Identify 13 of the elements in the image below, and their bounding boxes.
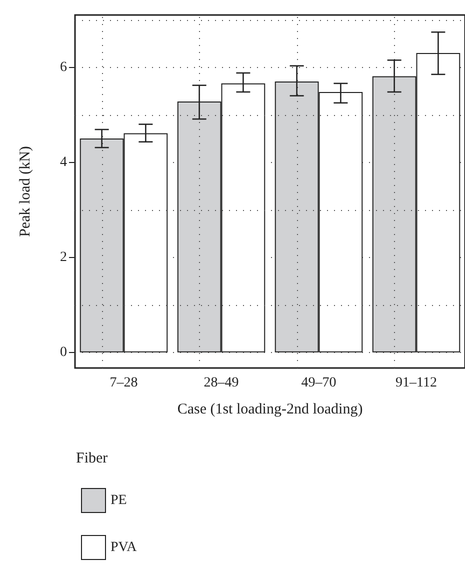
x-tick-label: 7–28	[110, 376, 138, 390]
y-tick-label: 0	[60, 344, 67, 360]
y-tick-label: 2	[60, 250, 67, 265]
legend-label: PVA	[110, 540, 138, 555]
x-tick-label: 91–112	[396, 376, 437, 390]
x-tick-label: 28–49	[204, 376, 239, 390]
x-tick-label: 49–70	[301, 376, 336, 390]
y-axis-title: Peak load (kN)	[18, 146, 34, 237]
legend-title: Fiber	[76, 450, 108, 466]
y-tick-label: 6	[60, 60, 67, 75]
x-axis-title: Case (1st loading-2nd loading)	[177, 402, 363, 418]
y-tick-label: 4	[60, 154, 67, 170]
legend-label: PE	[110, 493, 127, 508]
